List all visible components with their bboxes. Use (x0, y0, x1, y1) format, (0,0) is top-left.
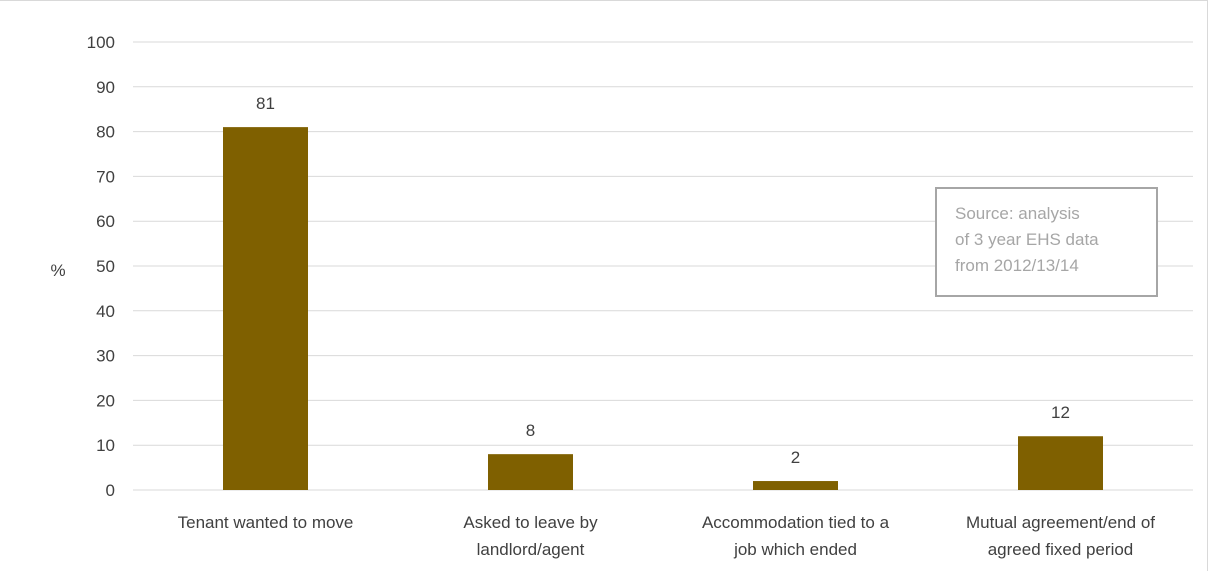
y-tick-label: 100 (87, 33, 115, 52)
y-axis-ticks: 0 10 20 30 40 50 60 70 80 90 100 (87, 33, 115, 500)
y-tick-label: 90 (96, 78, 115, 97)
y-tick-label: 30 (96, 347, 115, 366)
x-category-label: Tenant wanted to move (178, 513, 354, 532)
data-label: 8 (526, 421, 535, 440)
y-tick-label: 70 (96, 167, 115, 186)
bar (223, 127, 308, 491)
y-tick-label: 60 (96, 212, 115, 231)
x-category-label: agreed fixed period (988, 540, 1134, 559)
y-tick-label: 10 (96, 436, 115, 455)
source-line: from 2012/13/14 (955, 256, 1079, 275)
x-axis-categories: Tenant wanted to move Asked to leave by la… (178, 513, 1156, 559)
gridlines (133, 41, 1193, 491)
bar (1018, 436, 1103, 490)
data-labels: 81 8 2 12 (256, 94, 1070, 467)
x-category-label: landlord/agent (477, 540, 585, 559)
bars (223, 127, 1103, 491)
y-axis-label: % (50, 261, 65, 280)
source-line: of 3 year EHS data (955, 230, 1099, 249)
x-category-label: job which ended (733, 540, 857, 559)
data-label: 12 (1051, 403, 1070, 422)
y-tick-label: 50 (96, 257, 115, 276)
y-tick-label: 0 (106, 481, 115, 500)
source-line: Source: analysis (955, 204, 1080, 223)
x-category-label: Mutual agreement/end of (966, 513, 1155, 532)
x-category-label: Accommodation tied to a (702, 513, 890, 532)
y-tick-label: 80 (96, 123, 115, 142)
bar (488, 454, 573, 490)
x-category-label: Asked to leave by (463, 513, 598, 532)
y-tick-label: 40 (96, 302, 115, 321)
data-label: 81 (256, 94, 275, 113)
bar (753, 481, 838, 490)
y-tick-label: 20 (96, 391, 115, 410)
source-annotation: Source: analysis of 3 year EHS data from… (935, 187, 1158, 297)
data-label: 2 (791, 448, 800, 467)
